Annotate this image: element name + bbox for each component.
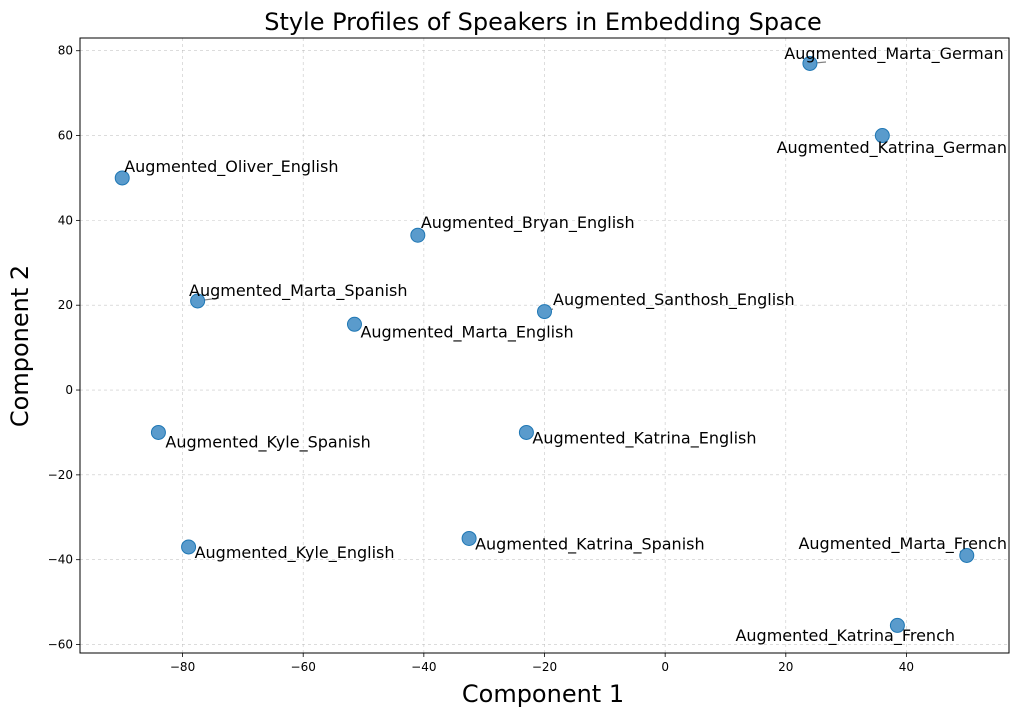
- point-label: Augmented_Katrina_Spanish: [475, 534, 705, 554]
- scatter-point: [114, 170, 130, 186]
- x-tick-label: 0: [661, 660, 669, 674]
- x-tick-label: −80: [170, 660, 195, 674]
- point-label: Augmented_Katrina_German: [777, 138, 1007, 158]
- point-label: Augmented_Marta_Spanish: [189, 281, 408, 301]
- x-tick-label: −20: [532, 660, 557, 674]
- x-tick-label: −40: [411, 660, 436, 674]
- axis-ticks: −80 −60 −40 −20 0 20 40 −60 −40 −20 0 20 40 60 80: [48, 44, 914, 674]
- x-tick-label: 40: [899, 660, 914, 674]
- scatter-points: [114, 55, 975, 633]
- y-tick-label: 40: [58, 213, 73, 227]
- point-labels: Augmented_Marta_German Augmented_Katrina_…: [124, 44, 1007, 646]
- x-tick-label: 20: [778, 660, 793, 674]
- y-tick-label: −20: [48, 468, 73, 482]
- y-tick-label: 20: [58, 298, 73, 312]
- scatter-point: [346, 316, 362, 332]
- scatter-point: [802, 55, 818, 71]
- y-tick-label: −40: [48, 553, 73, 567]
- y-tick-label: 80: [58, 44, 73, 58]
- point-label: Augmented_Marta_French: [798, 534, 1007, 554]
- scatter-point: [959, 547, 975, 563]
- point-label: Augmented_Katrina_English: [532, 428, 756, 448]
- point-label: Augmented_Marta_German: [784, 44, 1003, 64]
- point-label: Augmented_Bryan_English: [421, 213, 635, 233]
- x-axis-label: Component 1: [462, 680, 624, 708]
- scatter-point: [889, 617, 905, 633]
- point-label: Augmented_Katrina_French: [735, 626, 955, 646]
- scatter-point: [181, 539, 197, 555]
- point-label: Augmented_Santhosh_English: [553, 290, 795, 310]
- scatter-point: [518, 424, 534, 440]
- y-tick-label: 60: [58, 129, 73, 143]
- y-tick-label: 0: [65, 383, 73, 397]
- scatter-point: [150, 424, 166, 440]
- scatter-point: [537, 304, 552, 320]
- chart-title: Style Profiles of Speakers in Embedding …: [264, 8, 822, 36]
- point-label: Augmented_Oliver_English: [124, 157, 338, 177]
- x-tick-label: −60: [291, 660, 316, 674]
- scatter-point: [874, 128, 890, 144]
- scatter-point: [190, 293, 206, 309]
- scatter-point: [410, 227, 426, 243]
- y-tick-label: −60: [48, 638, 73, 652]
- scatter-point: [461, 530, 477, 546]
- point-label: Augmented_Kyle_Spanish: [165, 432, 370, 452]
- y-axis-label: Component 2: [6, 265, 34, 427]
- point-label: Augmented_Marta_English: [360, 322, 573, 342]
- point-label: Augmented_Kyle_English: [195, 543, 395, 563]
